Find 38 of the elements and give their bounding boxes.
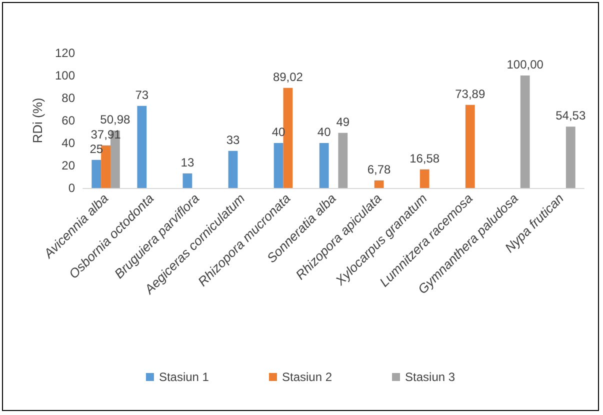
bar [465, 104, 475, 188]
bar [566, 126, 576, 188]
bar [137, 106, 147, 188]
data-label: 100,00 [506, 58, 544, 72]
legend-label: Stasiun 1 [158, 370, 210, 384]
data-label: 73 [135, 88, 149, 102]
bar [420, 169, 430, 188]
data-label: 13 [180, 155, 194, 170]
data-label: 89,02 [272, 70, 304, 84]
data-label: 40 [317, 125, 332, 139]
data-label: 33 [226, 132, 240, 147]
bar [374, 180, 384, 188]
y-tick-label: 120 [54, 46, 76, 60]
legend-label: Stasiun 3 [405, 370, 456, 384]
data-label: 54,53 [556, 108, 586, 123]
y-tick-label: 60 [62, 114, 76, 128]
y-axis-title: RDi (%) [30, 98, 46, 144]
y-tick-label: 100 [54, 68, 76, 82]
bar [520, 76, 530, 188]
y-tick-label: 0 [68, 181, 76, 195]
y-tick-label: 40 [62, 136, 76, 150]
y-tick-label: 80 [62, 91, 76, 105]
bar [182, 173, 192, 188]
data-label: 73,89 [455, 86, 486, 101]
bar [283, 88, 293, 188]
bar [274, 143, 284, 188]
data-label: 50,98 [100, 112, 131, 127]
y-tick-label: 20 [62, 158, 76, 172]
legend-label: Stasiun 2 [282, 370, 332, 384]
bar [228, 150, 238, 188]
data-label: 49 [336, 114, 350, 129]
bar [101, 145, 110, 188]
bar [338, 132, 348, 188]
data-label: 37,91 [90, 127, 122, 142]
bar [92, 160, 102, 188]
bar [319, 143, 329, 188]
data-label: 6,78 [367, 162, 392, 176]
data-label: 16,58 [410, 151, 440, 166]
